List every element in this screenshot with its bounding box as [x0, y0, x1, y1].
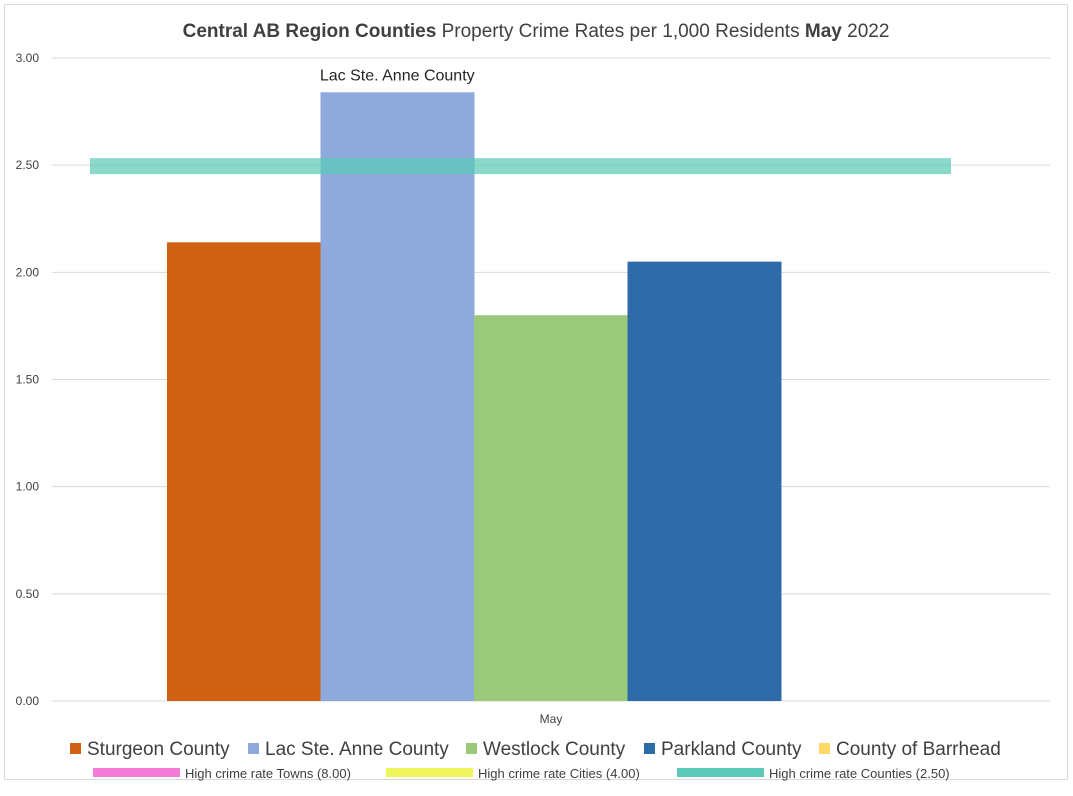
chart-title-part: 2022 — [842, 21, 890, 42]
legend-swatch — [466, 743, 477, 754]
legend-entry: Lac Ste. Anne County — [265, 739, 449, 760]
legend-swatch — [819, 743, 830, 754]
chart-title: Central AB Region Counties Property Crim… — [183, 21, 890, 42]
x-axis-category-labels: May — [540, 712, 563, 726]
y-tick-label: 0.50 — [16, 587, 40, 601]
bar-lac-ste-anne-county — [320, 92, 475, 701]
y-tick-label: 1.50 — [16, 373, 40, 387]
data-labels: Lac Ste. Anne County — [320, 67, 475, 84]
bar-westlock-county — [474, 315, 628, 701]
legend-entry: Westlock County — [483, 739, 626, 760]
data-label: Lac Ste. Anne County — [320, 67, 475, 84]
chart-title-part: May — [805, 21, 842, 42]
bar-sturgeon-county — [167, 242, 321, 701]
y-tick-label: 2.50 — [16, 158, 40, 172]
legend-reference-entry: High crime rate Cities (4.00) — [478, 766, 640, 781]
chart-title-part: Property Crime Rates per 1,000 Residents — [436, 21, 805, 42]
legend-entry: County of Barrhead — [836, 739, 1001, 760]
legend: Sturgeon County Lac Ste. Anne County Westl… — [70, 739, 1001, 781]
x-category-label: May — [540, 712, 563, 726]
y-tick-label: 1.00 — [16, 480, 40, 494]
legend-swatch — [248, 743, 259, 754]
legend-reference-entry: High crime rate Counties (2.50) — [769, 766, 950, 781]
legend-swatch — [70, 743, 81, 754]
legend-line-swatch — [677, 768, 764, 777]
y-axis-tick-labels: 0.00 0.50 1.00 1.50 2.00 2.50 3.00 — [16, 51, 40, 708]
legend-line-swatch — [93, 768, 180, 777]
legend-entry: Parkland County — [661, 739, 802, 760]
legend-swatch — [644, 743, 655, 754]
legend-entry: Sturgeon County — [87, 739, 230, 760]
bars — [167, 92, 782, 701]
legend-line-swatch — [386, 768, 473, 777]
y-tick-label: 0.00 — [16, 694, 40, 708]
legend-reference-entry: High crime rate Towns (8.00) — [185, 766, 351, 781]
y-tick-label: 2.00 — [16, 265, 40, 279]
y-tick-label: 3.00 — [16, 51, 40, 65]
bar-parkland-county — [627, 261, 782, 701]
chart-title-part: Central AB Region Counties — [183, 21, 437, 42]
